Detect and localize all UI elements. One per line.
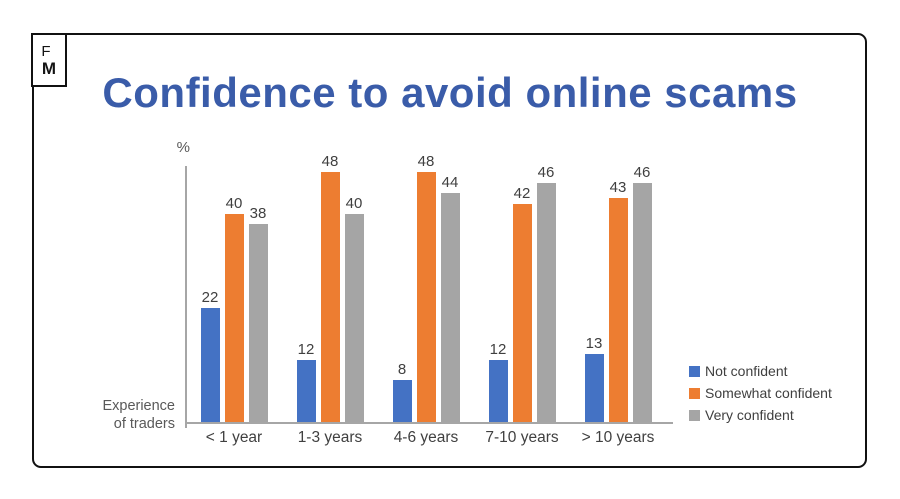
x-tick-label: > 10 years — [581, 429, 655, 446]
bar-value-label: 43 — [609, 179, 627, 196]
legend-item: Somewhat confident — [689, 384, 832, 401]
bar-group: 12 48 40 — [282, 142, 378, 422]
bar-group: 12 42 46 — [474, 142, 570, 422]
bar-column: 8 — [392, 361, 412, 422]
bar-group: 13 43 46 — [570, 142, 666, 422]
x-tick-label: < 1 year — [205, 429, 263, 446]
bar-value-label: 40 — [345, 195, 363, 212]
legend-item: Not confident — [689, 363, 832, 379]
y-axis-line — [185, 166, 187, 422]
bar — [344, 214, 364, 422]
x-axis-caption-line2: of traders — [113, 416, 175, 433]
bar-value-label: 13 — [585, 335, 603, 352]
bar-value-label: 12 — [489, 341, 507, 358]
x-axis-caption-line1: Experience — [102, 398, 175, 414]
logo-letter-m: M — [41, 58, 57, 78]
bar-value-label: 12 — [297, 341, 315, 358]
bar-column: 46 — [536, 164, 556, 422]
bar-group: 8 48 44 — [378, 142, 474, 422]
bar-value-label: 44 — [441, 174, 459, 191]
bar-value-label: 22 — [201, 289, 219, 306]
bar — [440, 193, 460, 422]
bar — [512, 204, 532, 422]
legend-swatch-icon — [689, 409, 700, 421]
chart-title: Confidence to avoid online scams — [102, 69, 798, 116]
bar-group: 22 40 38 — [186, 142, 282, 422]
bar-value-label: 42 — [513, 185, 531, 202]
legend-label: Somewhat confident — [705, 384, 832, 401]
logo-letter-f: F — [41, 42, 51, 60]
bar-column: 46 — [632, 164, 652, 422]
x-axis-tick-labels: < 1 year 1-3 years 4-6 years 7-10 years > 10… — [186, 429, 666, 447]
frame-border — [32, 33, 867, 468]
legend-swatch-icon — [689, 366, 700, 378]
bar — [224, 214, 244, 422]
x-tick-label: 7-10 years — [485, 429, 559, 446]
bar-column: 40 — [224, 195, 244, 422]
bar — [488, 360, 508, 422]
bar-value-label: 8 — [397, 361, 407, 378]
bar-column: 44 — [440, 174, 460, 422]
bar-value-label: 48 — [321, 153, 339, 170]
bar-column: 48 — [416, 153, 436, 422]
bar — [536, 183, 556, 422]
bar — [632, 183, 652, 422]
x-axis-line — [185, 422, 673, 424]
bar-column: 48 — [320, 153, 340, 422]
bar — [584, 354, 604, 422]
bar-value-label: 48 — [417, 153, 435, 170]
x-axis-origin-tick — [185, 422, 187, 428]
bar-column: 12 — [296, 341, 316, 422]
bar-column: 12 — [488, 341, 508, 422]
bar-column: 22 — [200, 289, 220, 422]
bar-column: 43 — [608, 179, 628, 422]
bar — [392, 380, 412, 422]
bar-value-label: 46 — [537, 164, 555, 181]
bar — [416, 172, 436, 422]
bar — [200, 308, 220, 422]
legend-label: Not confident — [705, 363, 788, 379]
bar — [296, 360, 316, 422]
brand-logo: F M — [31, 33, 67, 87]
bar — [248, 224, 268, 422]
bar-column: 38 — [248, 205, 268, 422]
x-tick-label: 1-3 years — [297, 429, 363, 446]
bar-column: 13 — [584, 335, 604, 422]
y-axis-unit-label: % — [176, 139, 190, 156]
bar-column: 42 — [512, 185, 532, 422]
bar-column: 40 — [344, 195, 364, 422]
bar-value-label: 38 — [249, 205, 267, 222]
legend-swatch-icon — [689, 388, 700, 400]
bar — [608, 198, 628, 422]
bar-value-label: 46 — [633, 164, 651, 181]
x-tick-label: 4-6 years — [393, 429, 459, 446]
bar-value-label: 40 — [225, 195, 243, 212]
plot-area: 22 40 38 12 48 40 8 48 44 12 42 46 13 43 46 — [186, 142, 666, 422]
bar — [320, 172, 340, 422]
x-axis-caption: Experience of traders — [55, 397, 175, 434]
legend: Not confident Somewhat confident Very conf… — [689, 363, 832, 423]
legend-label: Very confident — [705, 406, 794, 423]
legend-item: Very confident — [689, 406, 832, 423]
